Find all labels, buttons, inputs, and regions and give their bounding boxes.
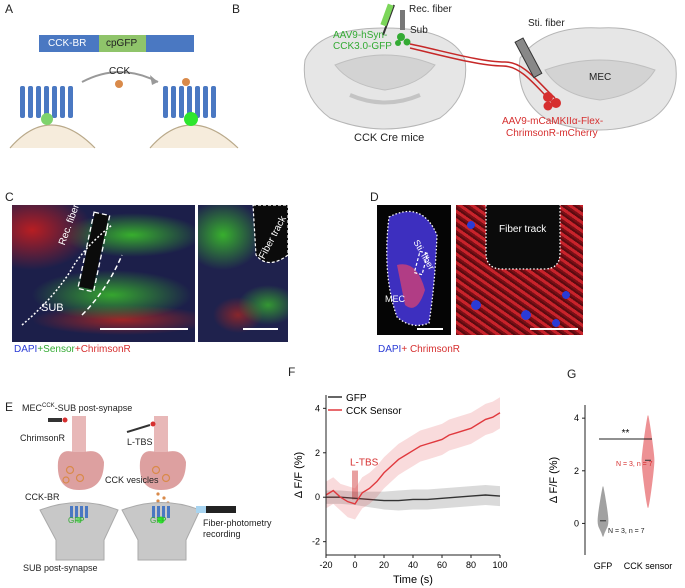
x-axis-label: Time (s) — [393, 574, 433, 586]
category-label: CCK sensor — [624, 561, 673, 571]
projection-line-2 — [409, 47, 553, 103]
chart-g: 0 2 4 Δ F/F (%) GFP CCK sensor ** N = 3, n = 7 N… — [548, 405, 673, 571]
y-tick-label: -2 — [312, 537, 320, 547]
fiber-rec-line1: Fiber-photometry — [203, 518, 272, 528]
cck-vesicles-label: CCK vesicles — [105, 475, 159, 485]
ligand-label: CCK — [109, 66, 131, 77]
series-line-gfp — [326, 494, 501, 502]
fiber-track-tag-d: Fiber track — [499, 224, 547, 235]
error-band-0 — [326, 485, 500, 511]
micrograph-fiber-track-c — [198, 205, 288, 342]
virus-red-line2: ChrimsonR-mCherry — [506, 128, 598, 139]
n-sensor-label: N = 3, n = 7 — [616, 461, 653, 468]
x-tick-label: 80 — [466, 560, 476, 570]
post-right — [121, 502, 201, 561]
construct-cpgfp-label: cpGFP — [106, 38, 138, 49]
legend-label: GFP — [346, 393, 367, 404]
series-line-cck-sensor — [325, 412, 501, 505]
gfp-label-right: GFP — [150, 516, 167, 525]
legend-c: DAPI+Sensor+ChrimsonR — [14, 344, 131, 355]
y-tick-label: 4 — [315, 403, 320, 413]
panel-label-f: F — [288, 365, 296, 379]
panel-label-e: E — [5, 400, 14, 414]
legend-label: CCK Sensor — [346, 406, 402, 417]
schematic-title: MECCCK-SUB post-synapse — [22, 403, 133, 413]
construct-cckbr-label: CCK-BR — [48, 38, 87, 49]
chrimsonr-label: ChrimsonR — [20, 433, 66, 443]
cck-br-label: CCK-BR — [25, 492, 60, 502]
micrograph-mec-overview — [377, 205, 451, 335]
sti-fiber-label: Sti. fiber — [528, 18, 565, 29]
y-tick-label: 4 — [574, 413, 579, 423]
panel-label-a: A — [5, 2, 14, 16]
y-tick-label: 0 — [574, 518, 579, 528]
x-tick-label: 40 — [408, 560, 418, 570]
receptor-left — [20, 86, 73, 118]
cpgfp-dim-left — [41, 113, 53, 125]
virus-green-line2: CCK3.0-GFP — [333, 41, 392, 52]
fiber-rec-line2: recording — [203, 529, 241, 539]
rec-fiber — [400, 10, 405, 30]
n-gfp-label: N = 3, n = 7 — [608, 528, 645, 535]
stim-label: L-TBS — [350, 457, 379, 468]
cpgfp-bright-right — [184, 112, 198, 126]
photometry-fiber — [206, 506, 236, 513]
receptor-right — [163, 86, 216, 118]
x-tick-label: 0 — [352, 560, 357, 570]
sti-fiber — [514, 37, 543, 79]
axon-right — [154, 416, 168, 456]
y-tick-label: 0 — [315, 492, 320, 502]
cck-bound — [182, 78, 190, 86]
panel-label-b: B — [232, 2, 241, 16]
sub-label: Sub — [410, 25, 428, 36]
x-tick-label: 20 — [379, 560, 389, 570]
y-axis-label: Δ F/F (%) — [548, 457, 560, 503]
y-axis-label: Δ F/F (%) — [293, 452, 305, 498]
legend-d: DAPI+ ChrimsonR — [378, 344, 460, 355]
membrane-left — [9, 124, 96, 149]
cck-ligand — [115, 80, 123, 88]
stim-marker — [352, 470, 358, 500]
terminal-left — [57, 451, 104, 490]
y-tick-label: 2 — [315, 448, 320, 458]
significance-label: ** — [622, 428, 630, 439]
virus-red-line1: AAV9-mCaMKIIα-Flex- — [502, 116, 604, 127]
panel-label-c: C — [5, 190, 14, 204]
micrograph-fiber-track-d — [456, 205, 583, 335]
y-tick-label: 2 — [574, 466, 579, 476]
sub-post-label: SUB post-synapse — [23, 563, 98, 573]
category-label: GFP — [594, 561, 613, 571]
sub-tag: SUB — [41, 302, 64, 314]
panel-label-g: G — [567, 367, 577, 381]
mouse-line-caption: CCK Cre mice — [354, 132, 425, 144]
projection-line-1 — [409, 43, 556, 99]
x-tick-label: -20 — [319, 560, 332, 570]
axon-left — [72, 416, 86, 456]
micrograph-sub — [12, 205, 195, 342]
x-tick-label: 100 — [492, 560, 507, 570]
violin-gfp — [597, 486, 609, 537]
x-tick-label: 60 — [437, 560, 447, 570]
panel-label-d: D — [370, 190, 379, 204]
rec-fiber-label: Rec. fiber — [409, 4, 452, 15]
post-left — [39, 502, 119, 561]
ltbs-label-e: L-TBS — [127, 437, 153, 447]
mec-tag: MEC — [385, 294, 405, 304]
gfp-label-left: GFP — [68, 516, 85, 525]
mec-label: MEC — [589, 72, 612, 83]
membrane-right — [149, 124, 239, 149]
construct-tail-block — [146, 35, 194, 52]
virus-green-line1: AAV9-hSyn- — [333, 30, 388, 41]
